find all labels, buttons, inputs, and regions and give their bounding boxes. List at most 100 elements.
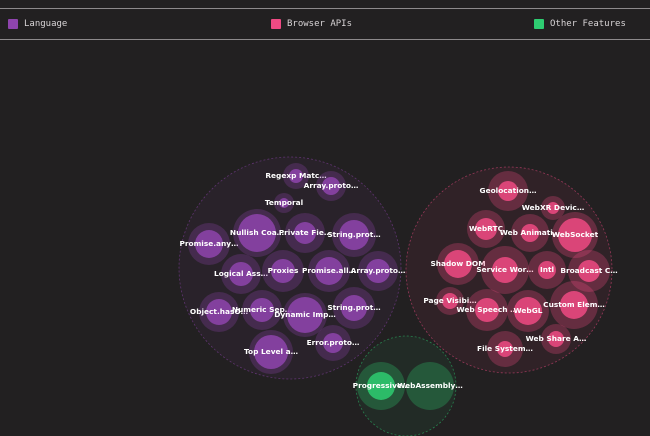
legend-swatch-other-features xyxy=(534,19,544,29)
bubble-label: Broadcast C… xyxy=(560,266,617,275)
bubble-label: Service Wor… xyxy=(476,265,533,274)
bubble-language-14[interactable]: String.prot… xyxy=(327,287,381,329)
bubble-label: Temporal xyxy=(265,198,303,207)
bubble-inner xyxy=(547,202,559,214)
group-language: Regexp Matc…Array.proto…TemporalPromise.… xyxy=(178,156,406,380)
bubble-inner xyxy=(289,169,303,183)
bubble-inner xyxy=(323,333,343,353)
bubble-inner xyxy=(294,222,316,244)
bubble-inner xyxy=(367,372,395,400)
bubble-browser-apis-13[interactable]: File System… xyxy=(477,331,533,367)
bubble-label: Error.proto… xyxy=(307,338,360,347)
bubble-label: WebAssembly… xyxy=(397,381,462,390)
bubble-inner xyxy=(341,295,367,321)
bubble-label: File System… xyxy=(477,344,533,353)
bubble-inner xyxy=(366,259,390,283)
bubble-inner xyxy=(492,257,518,283)
bubble-other-features-1[interactable]: WebAssembly… xyxy=(397,362,463,410)
bubble-inner xyxy=(475,298,499,322)
legend-bottom-rule xyxy=(0,39,650,40)
bubble-label: Private Fie… xyxy=(279,228,332,237)
bubble-inner xyxy=(339,220,369,250)
bubble-browser-apis-11[interactable]: WebGL xyxy=(507,290,549,332)
bubble-browser-apis-5[interactable]: Shadow DOM xyxy=(430,243,486,285)
bubble-label: String.prot… xyxy=(327,303,380,312)
bubble-browser-apis-8[interactable]: Broadcast C… xyxy=(560,250,618,292)
legend-label-language: Language xyxy=(24,19,68,29)
bubble-browser-apis-9[interactable]: Page Visibi… xyxy=(423,287,477,315)
bubble-inner xyxy=(578,260,600,282)
bubble-other-features-0[interactable]: Progressive… xyxy=(353,362,410,410)
bubble-browser-apis-0[interactable]: Geolocation… xyxy=(480,171,537,211)
bubble-language-15[interactable]: Error.proto… xyxy=(307,325,360,361)
bubble-label: WebRTC xyxy=(469,224,503,233)
bubble-label: Dynamic Imp… xyxy=(274,310,336,319)
bubble-label: Object.hasO… xyxy=(190,307,248,316)
legend-label-browser-apis: Browser APIs xyxy=(287,19,353,29)
bubble-label: Nullish Coa… xyxy=(230,228,284,237)
legend-item-other-features[interactable]: Other Features xyxy=(534,18,626,30)
bubble-language-10[interactable]: Array.proto… xyxy=(351,251,406,291)
bubble-inner xyxy=(560,291,588,319)
bubble-language-3[interactable]: Promise.any… xyxy=(179,223,239,265)
bubble-language-9[interactable]: Promise.all… xyxy=(302,250,356,292)
bubble-inner xyxy=(322,177,340,195)
bubble-browser-apis-1[interactable]: WebXR Devic… xyxy=(522,196,584,220)
bubble-inner xyxy=(497,341,513,357)
bubble-label: Numeric Sep… xyxy=(232,305,292,314)
bubble-label: Shadow DOM xyxy=(430,259,485,268)
bubble-language-12[interactable]: Numeric Sep… xyxy=(232,290,292,330)
bubble-label: Intl xyxy=(540,265,554,274)
legend-item-language[interactable]: Language xyxy=(8,18,67,30)
legend-label-other-features: Other Features xyxy=(550,19,626,29)
bubble-language-1[interactable]: Array.proto… xyxy=(304,171,359,201)
bubble-inner xyxy=(279,198,289,208)
bubble-label: WebXR Devic… xyxy=(522,203,584,212)
bubble-label: Regexp Matc… xyxy=(265,171,326,180)
bubble-inner xyxy=(229,262,253,286)
bubble-inner xyxy=(475,218,497,240)
bubble-inner xyxy=(250,298,274,322)
bubble-label: Geolocation… xyxy=(480,186,537,195)
top-rule xyxy=(0,8,650,9)
bubble-inner xyxy=(442,293,458,309)
bubble-inner xyxy=(315,257,343,285)
bubble-label: Array.proto… xyxy=(351,266,406,275)
bubble-label: Web Animati… xyxy=(500,228,560,237)
bubble-inner xyxy=(558,218,592,252)
bubble-label: WebGL xyxy=(514,306,543,315)
bubble-browser-apis-7[interactable]: Intl xyxy=(528,251,566,289)
bubble-language-4[interactable]: Nullish Coa… xyxy=(230,209,284,257)
bubble-browser-apis-14[interactable]: Web Share A… xyxy=(526,324,587,354)
bubble-browser-apis-6[interactable]: Service Wor… xyxy=(476,246,534,294)
bubble-language-11[interactable]: Object.hasO… xyxy=(190,292,248,332)
bubble-inner xyxy=(521,224,539,242)
bubble-language-6[interactable]: String.prot… xyxy=(327,213,381,257)
bubble-language-7[interactable]: Logical Ass… xyxy=(214,254,268,294)
bubble-label: Page Visibi… xyxy=(423,296,476,305)
group-other-features: Progressive…WebAssembly… xyxy=(353,335,463,436)
legend-item-browser-apis[interactable]: Browser APIs xyxy=(271,18,352,30)
bubble-inner xyxy=(514,297,542,325)
legend-swatch-language xyxy=(8,19,18,29)
bubble-browser-apis-3[interactable]: Web Animati… xyxy=(500,214,560,252)
bubble-label: Web Speech … xyxy=(456,305,517,314)
bubble-language-0[interactable]: Regexp Matc… xyxy=(265,163,327,189)
bubble-language-2[interactable]: Temporal xyxy=(265,193,303,213)
bubble-language-5[interactable]: Private Fie… xyxy=(279,213,332,253)
bubble-language-16[interactable]: Top Level a… xyxy=(244,330,298,374)
bubble-label: Progressive… xyxy=(353,381,410,390)
bubble-browser-apis-2[interactable]: WebRTC xyxy=(467,210,505,248)
bubble-inner xyxy=(206,299,232,325)
bubble-browser-apis-10[interactable]: Web Speech … xyxy=(456,289,518,331)
bubble-browser-apis-12[interactable]: Custom Elem… xyxy=(543,281,605,329)
bubble-inner xyxy=(271,259,295,283)
bubble-label: Web Share A… xyxy=(526,334,587,343)
bubble-browser-apis-4[interactable]: WebSocket xyxy=(552,212,599,258)
bubble-language-13[interactable]: Dynamic Imp… xyxy=(274,293,336,337)
bubble-label: Logical Ass… xyxy=(214,269,268,278)
bubble-language-8[interactable]: Proxies xyxy=(262,250,304,292)
bubble-label: Top Level a… xyxy=(244,347,298,356)
